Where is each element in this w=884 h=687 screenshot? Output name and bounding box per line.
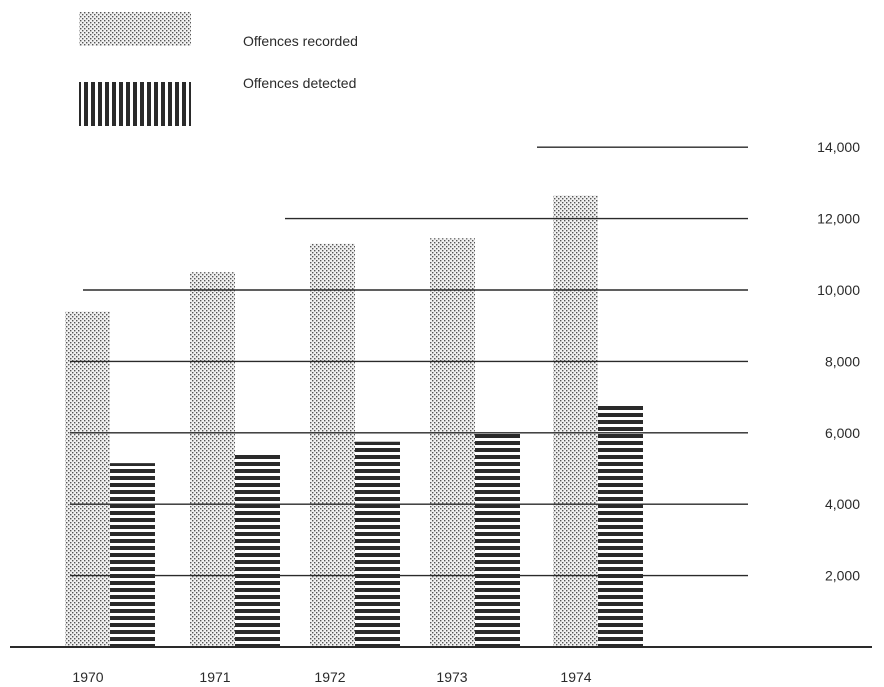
x-tick-labels: 1970 1971 1972 1973 1974: [72, 669, 591, 685]
bar-offences-detected: [110, 463, 155, 647]
bar-offences-recorded: [553, 195, 598, 647]
bars-layer: [65, 195, 643, 648]
y-tick-label: 2,000: [825, 568, 860, 584]
x-tick-label: 1973: [436, 669, 467, 685]
x-tick-label: 1971: [199, 669, 230, 685]
legend-label-recorded: Offences recorded: [243, 33, 358, 49]
bar-offences-detected: [475, 432, 520, 647]
x-tick-label: 1972: [314, 669, 345, 685]
x-tick-label: 1974: [560, 669, 591, 685]
legend: Offences recorded Offences detected: [79, 12, 358, 126]
legend-label-detected: Offences detected: [243, 75, 356, 91]
legend-swatch-detected: [79, 82, 191, 126]
gridlines-layer: [70, 146, 748, 577]
bar-offences-detected: [235, 454, 280, 647]
bar-offences-recorded: [65, 311, 110, 647]
bar-offences-detected: [355, 441, 400, 647]
y-tick-labels: 2,000 4,000 6,000 8,000 10,000 12,000 14,000: [817, 139, 860, 583]
y-tick-label: 8,000: [825, 353, 860, 369]
legend-swatch-recorded: [79, 12, 191, 46]
y-tick-label: 12,000: [817, 211, 860, 227]
x-tick-label: 1970: [72, 669, 103, 685]
y-tick-label: 14,000: [817, 139, 860, 155]
y-tick-label: 6,000: [825, 425, 860, 441]
bar-offences-detected: [598, 404, 643, 647]
bar-offences-recorded: [310, 243, 355, 647]
y-tick-label: 10,000: [817, 282, 860, 298]
y-tick-label: 4,000: [825, 496, 860, 512]
bar-offences-recorded: [430, 238, 475, 648]
bar-offences-recorded: [190, 272, 235, 647]
